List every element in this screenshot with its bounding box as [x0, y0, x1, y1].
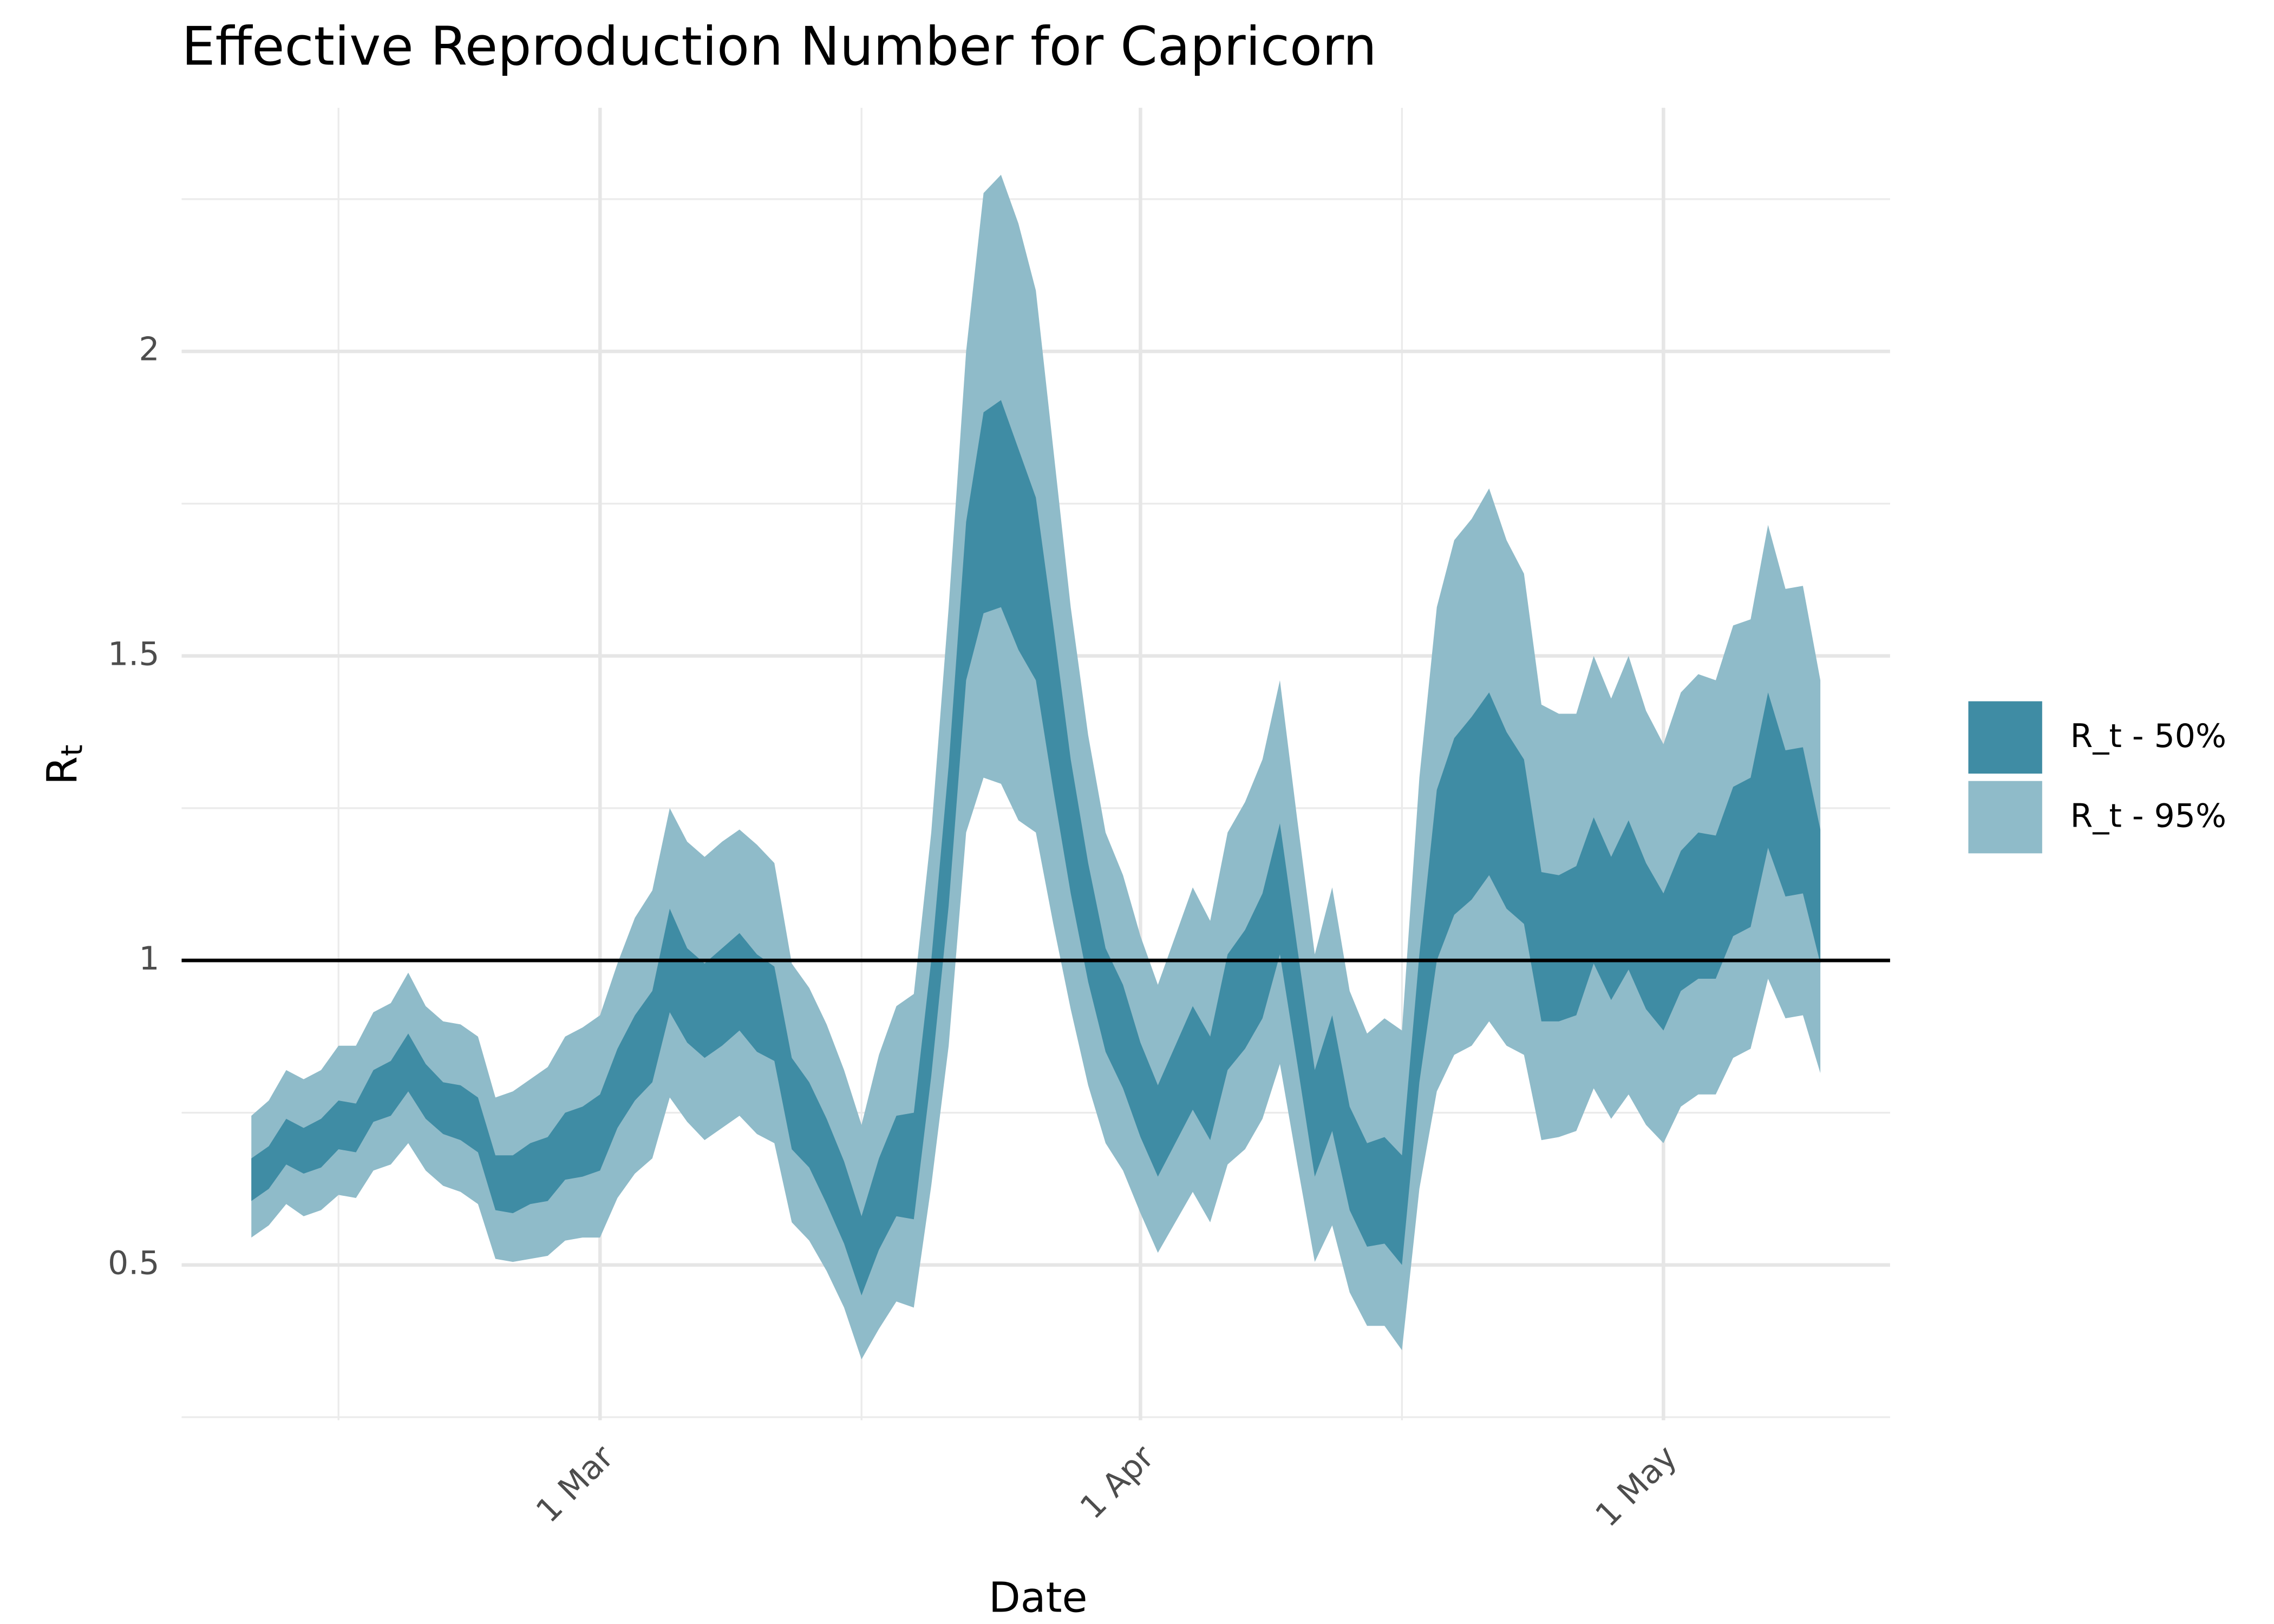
y-tick-label: 1.5	[108, 635, 159, 673]
legend-swatch	[1968, 781, 2042, 854]
y-axis-title-subscript: t	[54, 745, 89, 756]
y-axis-title-main: R	[38, 756, 87, 785]
ribbon	[251, 400, 1821, 1295]
y-tick-label: 2	[139, 331, 159, 369]
legend-label: R_t - 50%	[2070, 717, 2226, 755]
chart-title: Effective Reproduction Number for Capric…	[181, 16, 1376, 78]
x-axis-title: Date	[989, 1574, 1088, 1622]
legend-label: R_t - 95%	[2070, 797, 2226, 835]
legend-swatch	[1968, 701, 2042, 774]
x-tick-label: 1 Apr	[1073, 1438, 1162, 1527]
y-axis-title: Rt	[38, 745, 89, 785]
x-tick-label: 1 May	[1588, 1438, 1684, 1534]
y-tick-label: 0.5	[108, 1244, 159, 1282]
x-tick-label: 1 Mar	[529, 1438, 621, 1530]
y-tick-label: 1	[139, 940, 159, 978]
